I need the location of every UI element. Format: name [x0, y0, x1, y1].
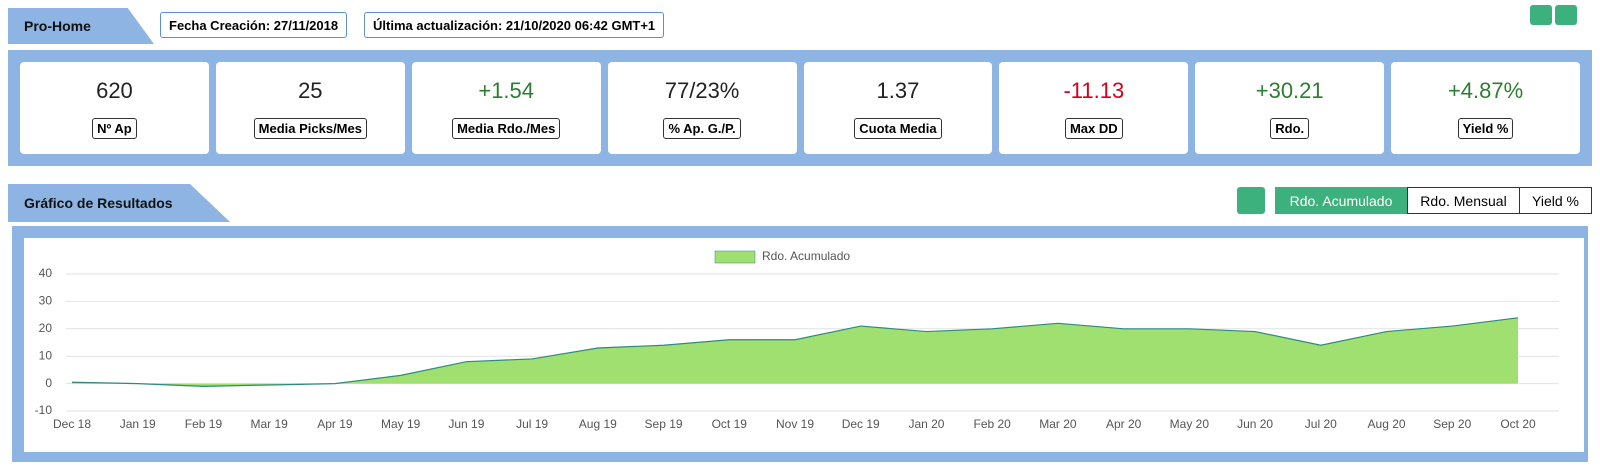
line [71, 317, 1519, 387]
stat-card: +30.21 Rdo. [1195, 62, 1385, 154]
y-tick-label: 0 [45, 376, 52, 390]
created-badge: Fecha Creación: 27/11/2018 [160, 12, 348, 38]
x-tick-label: Dec 19 [842, 417, 880, 431]
x-tick-label: Feb 19 [185, 417, 223, 431]
stat-label: Media Rdo./Mes [452, 117, 561, 139]
stat-label: Max DD [1064, 117, 1123, 139]
stat-card: +4.87% Yield % [1391, 62, 1580, 154]
stat-value: 620 [96, 77, 133, 103]
stat-label: Rdo. [1270, 117, 1310, 139]
y-tick-label: 10 [39, 348, 53, 362]
stat-card: +1.54 Media Rdo./Mes [411, 62, 601, 154]
section-tab: Pro-Home [8, 8, 154, 44]
stat-label: Nº Ap [92, 117, 137, 139]
legend-swatch [714, 250, 756, 264]
stat-card: 25 Media Picks/Mes [215, 62, 405, 154]
updated-badge: Última actualización: 21/10/2020 06:42 G… [364, 12, 665, 38]
x-tick-label: Oct 20 [1500, 417, 1536, 431]
stats-panel: 620 Nº Ap 25 Media Picks/Mes +1.54 Media Rdo.… [8, 50, 1592, 166]
stat-value: 25 [298, 77, 323, 103]
download-icon[interactable] [1530, 5, 1552, 25]
tab-button[interactable]: Rdo. Acumulado [1275, 187, 1407, 214]
y-tick-label: 40 [39, 266, 53, 280]
stat-label: Yield % [1457, 117, 1514, 139]
stat-label: Cuota Media [854, 117, 942, 139]
x-tick-label: Feb 20 [974, 417, 1012, 431]
x-tick-label: Mar 20 [1039, 417, 1077, 431]
x-tick-label: Aug 19 [579, 417, 617, 431]
stat-card: -11.13 Max DD [999, 62, 1189, 154]
stat-value: 1.37 [876, 77, 920, 103]
x-tick-label: Jan 20 [908, 417, 944, 431]
stat-value: -11.13 [1063, 77, 1125, 103]
x-tick-label: Apr 20 [1106, 417, 1142, 431]
x-tick-label: Jun 19 [448, 417, 484, 431]
legend-label: Rdo. Acumulado [762, 249, 850, 263]
chart: -10 0 10 20 30 40 Dec 18 Jan 19 Feb 19 Mar 19 Apr … [24, 238, 1584, 452]
stat-label: Media Picks/Mes [253, 117, 367, 139]
x-tick-label: Nov 19 [776, 417, 814, 431]
stat-card: 1.37 Cuota Media [803, 62, 993, 154]
x-tick-label: Aug 20 [1368, 417, 1406, 431]
x-tick-label: May 20 [1170, 417, 1210, 431]
tab-button[interactable]: Rdo. Mensual [1407, 187, 1520, 214]
stat-value: +4.87% [1447, 77, 1524, 103]
x-tick-label: Mar 19 [251, 417, 289, 431]
x-tick-label: Jul 19 [516, 417, 548, 431]
section-tab: Gráfico de Resultados [8, 184, 230, 222]
stat-card: 77/23% % Ap. G./P. [607, 62, 797, 154]
stat-value: 77/23% [664, 77, 740, 103]
x-tick-label: Sep 19 [645, 417, 683, 431]
x-tick-label: Jan 19 [120, 417, 156, 431]
mail-icon[interactable] [1555, 5, 1577, 25]
stat-value: +1.54 [478, 77, 535, 103]
x-tick-label: Dec 18 [53, 417, 91, 431]
x-tick-label: May 19 [381, 417, 421, 431]
x-tick-label: Jul 20 [1305, 417, 1337, 431]
y-tick-label: -10 [35, 403, 53, 417]
y-tick-label: 30 [39, 294, 53, 308]
tab-button[interactable]: Yield % [1519, 187, 1592, 214]
stat-value: +30.21 [1255, 77, 1324, 103]
x-tick-label: Oct 19 [712, 417, 748, 431]
x-tick-label: Apr 19 [317, 417, 353, 431]
x-tick-label: Jun 20 [1237, 417, 1273, 431]
area [72, 317, 1518, 387]
chart-download[interactable] [1237, 187, 1265, 214]
x-tick-label: Sep 20 [1433, 417, 1471, 431]
stat-label: % Ap. G./P. [663, 117, 741, 139]
y-tick-label: 20 [39, 321, 53, 335]
stat-card: 620 Nº Ap [20, 62, 209, 154]
